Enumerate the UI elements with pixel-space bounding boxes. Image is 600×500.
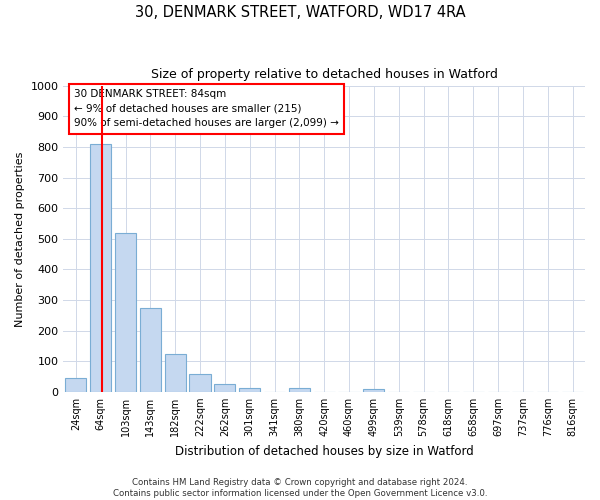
Bar: [65, 378, 86, 392]
Bar: [140, 308, 161, 392]
Bar: [115, 232, 136, 392]
Text: Contains HM Land Registry data © Crown copyright and database right 2024.
Contai: Contains HM Land Registry data © Crown c…: [113, 478, 487, 498]
Bar: [90, 144, 111, 392]
Text: 30, DENMARK STREET, WATFORD, WD17 4RA: 30, DENMARK STREET, WATFORD, WD17 4RA: [134, 5, 466, 20]
Bar: [164, 354, 186, 392]
Bar: [239, 388, 260, 392]
Bar: [190, 374, 211, 392]
Bar: [364, 388, 385, 392]
Bar: [289, 388, 310, 392]
X-axis label: Distribution of detached houses by size in Watford: Distribution of detached houses by size …: [175, 444, 473, 458]
Text: 30 DENMARK STREET: 84sqm
← 9% of detached houses are smaller (215)
90% of semi-d: 30 DENMARK STREET: 84sqm ← 9% of detache…: [74, 89, 339, 128]
Title: Size of property relative to detached houses in Watford: Size of property relative to detached ho…: [151, 68, 497, 80]
Y-axis label: Number of detached properties: Number of detached properties: [15, 151, 25, 326]
Bar: [214, 384, 235, 392]
